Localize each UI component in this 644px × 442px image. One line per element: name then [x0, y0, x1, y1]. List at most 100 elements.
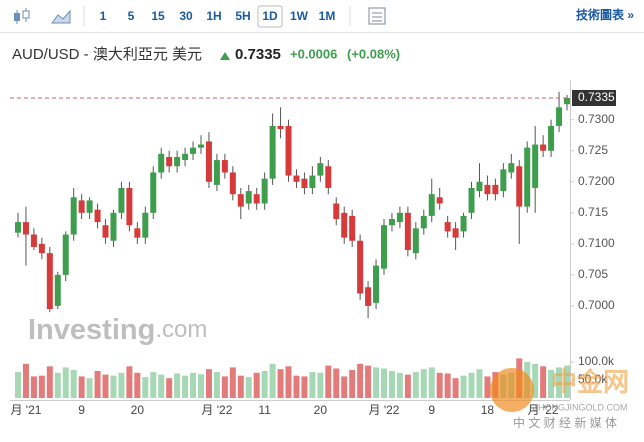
candle-body — [213, 160, 220, 185]
x-tick-label: 18 — [481, 403, 495, 417]
interval-button[interactable]: 1H — [206, 9, 221, 23]
volume-bar — [436, 372, 443, 398]
interval-button[interactable]: 1M — [319, 9, 336, 23]
candle-body — [476, 181, 483, 192]
candle-body — [70, 197, 77, 235]
y-tick-label: 0.7200 — [578, 174, 615, 188]
candle-body — [333, 203, 340, 220]
area-icon[interactable] — [51, 9, 71, 24]
table-icon[interactable] — [368, 7, 386, 25]
symbol: AUD/USD - 澳大利亞元 美元 — [12, 46, 202, 63]
volume-bar — [150, 372, 157, 398]
volume-bar — [341, 376, 348, 398]
volume-bar — [182, 375, 189, 398]
interval-button[interactable]: 15 — [151, 9, 165, 23]
volume-bar — [556, 367, 563, 398]
change-percent: (+0.08%) — [347, 46, 400, 61]
candle-body — [110, 212, 117, 241]
volume-bar — [293, 375, 300, 398]
candle-body — [62, 234, 69, 275]
volume-bar — [134, 372, 141, 398]
candle-body — [182, 153, 189, 161]
volume-bar — [460, 375, 467, 398]
candle-body — [484, 184, 491, 195]
candle-body — [388, 219, 395, 226]
candle-body — [349, 215, 356, 241]
volume-bar — [190, 372, 197, 398]
candle-body — [245, 191, 252, 204]
candle-body — [150, 172, 157, 213]
interval-button[interactable]: 5 — [128, 9, 135, 23]
candle-body — [142, 212, 149, 238]
interval-button[interactable]: 5H — [235, 9, 250, 23]
volume-bar — [15, 372, 21, 398]
y-tick-label: 0.7100 — [578, 236, 615, 250]
candle-body — [30, 234, 37, 247]
interval-button[interactable]: 1 — [100, 9, 107, 23]
candle-body — [221, 160, 228, 173]
x-tick-label: 月 '22 — [369, 403, 400, 417]
volume-bar — [38, 375, 45, 398]
candle-body — [22, 222, 29, 235]
x-tick-label: 月 '21 — [10, 403, 41, 417]
x-tick-label: 20 — [314, 403, 328, 417]
candle-body — [285, 125, 292, 176]
volume-bar — [198, 374, 204, 398]
candle-body — [158, 153, 165, 173]
volume-bar — [94, 371, 101, 398]
volume-bar — [46, 366, 53, 398]
candle-body — [444, 222, 451, 232]
change: +0.0006 — [290, 46, 337, 61]
interval-button[interactable]: 30 — [179, 9, 193, 23]
volume-bar — [86, 378, 93, 398]
candle-body — [428, 194, 435, 216]
volume-bar — [54, 372, 61, 398]
candle-body — [508, 163, 515, 173]
selected-box — [257, 5, 283, 28]
interval-button[interactable]: 1W — [290, 9, 309, 23]
y-tick-label: 0.7000 — [578, 298, 615, 312]
volume-bar — [261, 371, 268, 398]
volume-bar — [357, 363, 364, 398]
candle-body — [54, 274, 61, 306]
volume-bar — [126, 366, 133, 398]
volume-bar — [564, 365, 570, 398]
candle-body — [126, 187, 133, 226]
volume-bar — [373, 367, 380, 398]
volume-bar — [548, 369, 555, 398]
volume-bar — [285, 366, 292, 398]
volume-bar — [30, 376, 37, 398]
technical-chart-link[interactable]: 技術圖表 » — [576, 7, 634, 22]
volume-bar — [452, 378, 459, 398]
volume-bar — [245, 377, 252, 398]
volume-bar — [277, 369, 284, 398]
volume-bar — [70, 369, 77, 398]
y-tick-label: 0.705 — [578, 267, 608, 281]
interval-button[interactable]: 1D — [262, 9, 278, 23]
volume-bar — [396, 372, 403, 398]
watermark-site: ZHONGJINGOLD.COM — [532, 402, 627, 412]
candle-body — [325, 166, 332, 188]
plot: 0.7000 0.705 0.7100 0.715 0.7200 0.725 0.7300 1… — [10, 89, 616, 417]
candle-body — [548, 125, 555, 151]
candle-body — [341, 212, 348, 238]
candle-icon[interactable] — [14, 8, 30, 24]
candle-body — [357, 240, 364, 294]
candle-body — [261, 178, 268, 204]
volume-bar — [102, 374, 109, 398]
x-tick-label: 9 — [78, 403, 85, 417]
site-watermark: 中金网 ZHONGJINGOLD.COM 中 文 财 经 新 媒 体 — [490, 367, 629, 430]
candle-body — [118, 187, 125, 213]
volume-bar — [110, 375, 117, 398]
volume-bar — [476, 369, 483, 398]
candle-body — [301, 178, 308, 188]
candle-body — [436, 197, 443, 204]
candle-body — [309, 175, 316, 188]
watermark-icon — [490, 368, 534, 412]
volume-bar — [253, 372, 260, 398]
price: 0.7335 — [235, 46, 281, 63]
volume-bar — [325, 365, 332, 398]
candle-body — [166, 156, 173, 167]
watermark-slogan: 中 文 财 经 新 媒 体 — [513, 415, 617, 430]
